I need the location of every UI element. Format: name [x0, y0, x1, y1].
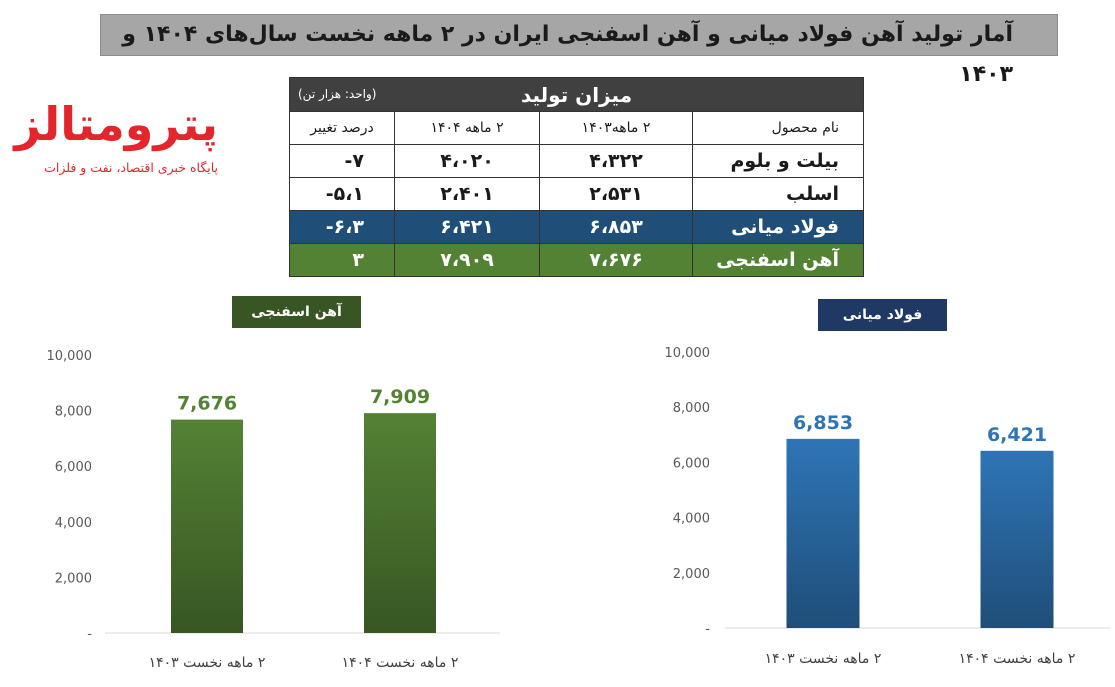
y-tick-label: 4,000 [55, 516, 92, 531]
row-value-1404: ۶،۴۲۱ [394, 210, 541, 244]
column-header-1403: ۲ ماهه۱۴۰۳ [539, 111, 694, 145]
table-unit-label: (واحد: هزار تن) [298, 87, 377, 101]
y-tick-label: - [705, 622, 710, 637]
row-value-1403: ۷،۶۷۶ [539, 243, 694, 277]
bar-data-label: 7,676 [177, 393, 237, 415]
bar-data-label: 6,421 [987, 424, 1047, 446]
table-column-header-row: نام محصول ۲ ماهه۱۴۰۳ ۲ ماهه ۱۴۰۴ درصد تغ… [288, 111, 865, 145]
row-product-name: بیلت و بلوم [692, 144, 865, 178]
table-row: بیلت و بلوم ۴،۳۲۲ ۴،۰۲۰ ۷- [288, 144, 865, 178]
table-row: آهن اسفنجی ۷،۶۷۶ ۷،۹۰۹ ۳ [288, 243, 865, 277]
bar [364, 413, 436, 633]
table-header: میزان تولید (واحد: هزار تن) [288, 77, 865, 112]
sponge-iron-bar-chart: - 2,000 4,000 6,000 8,000 10,000 7,676 ۲ ماهه ن… [47, 349, 500, 671]
bar [786, 438, 860, 628]
y-tick-label: 8,000 [55, 405, 92, 420]
y-tick-label: - [87, 627, 92, 642]
logo-wordmark: پترومتالز [14, 97, 219, 151]
column-header-1404: ۲ ماهه ۱۴۰۴ [394, 111, 541, 145]
table-header-title: میزان تولید [520, 82, 633, 107]
x-category-label: ۲ ماهه نخست ۱۴۰۴ [342, 655, 459, 671]
y-tick-label: 10,000 [665, 346, 711, 361]
row-value-1403: ۲،۵۳۱ [539, 177, 694, 211]
x-category-label: ۲ ماهه نخست ۱۴۰۳ [149, 655, 266, 671]
row-value-1403: ۴،۳۲۲ [539, 144, 694, 178]
column-header-product: نام محصول [692, 111, 865, 145]
brand-logo: پترومتالز پایگاه خبری اقتصاد، نفت و فلزا… [14, 94, 240, 184]
y-tick-label: 10,000 [47, 349, 93, 364]
row-change: ۶،۳- [288, 210, 396, 244]
row-value-1404: ۲،۴۰۱ [394, 177, 541, 211]
table-header-row: میزان تولید (واحد: هزار تن) [288, 77, 865, 112]
y-tick-label: 2,000 [55, 571, 92, 586]
row-product-name: آهن اسفنجی [692, 243, 865, 277]
bar-data-label: 6,853 [793, 412, 853, 434]
x-category-label: ۲ ماهه نخست ۱۴۰۳ [765, 651, 882, 667]
row-value-1404: ۴،۰۲۰ [394, 144, 541, 178]
column-header-change: درصد تغییر [288, 111, 396, 145]
bar-data-label: 7,909 [370, 386, 430, 408]
x-category-label: ۲ ماهه نخست ۱۴۰۴ [959, 651, 1076, 667]
bar [171, 419, 243, 633]
y-tick-label: 6,000 [55, 460, 92, 475]
y-tick-label: 8,000 [673, 401, 710, 416]
bar [980, 450, 1054, 628]
row-value-1404: ۷،۹۰۹ [394, 243, 541, 277]
table-row: فولاد میانی ۶،۸۵۳ ۶،۴۲۱ ۶،۳- [288, 210, 865, 244]
production-table: میزان تولید (واحد: هزار تن) نام محصول ۲ … [288, 77, 865, 277]
row-product-name: اسلب [692, 177, 865, 211]
row-change: ۷- [288, 144, 396, 178]
sponge-iron-chart-title: آهن اسفنجی [232, 296, 361, 328]
y-tick-label: 6,000 [673, 456, 710, 471]
y-tick-label: 4,000 [673, 512, 710, 527]
row-product-name: فولاد میانی [692, 210, 865, 244]
page-title: آمار تولید آهن فولاد میانی و آهن اسفنجی … [100, 14, 1058, 87]
logo-tagline: پایگاه خبری اقتصاد، نفت و فلزات [44, 160, 218, 175]
semi-finished-steel-chart-title: فولاد میانی [818, 299, 947, 331]
row-change: ۵،۱- [288, 177, 396, 211]
table-row: اسلب ۲،۵۳۱ ۲،۴۰۱ ۵،۱- [288, 177, 865, 211]
y-tick-label: 2,000 [673, 567, 710, 582]
row-change: ۳ [288, 243, 396, 277]
semi-finished-steel-bar-chart: - 2,000 4,000 6,000 8,000 10,000 6,853 ۲ ماهه ن… [665, 346, 1110, 667]
row-value-1403: ۶،۸۵۳ [539, 210, 694, 244]
